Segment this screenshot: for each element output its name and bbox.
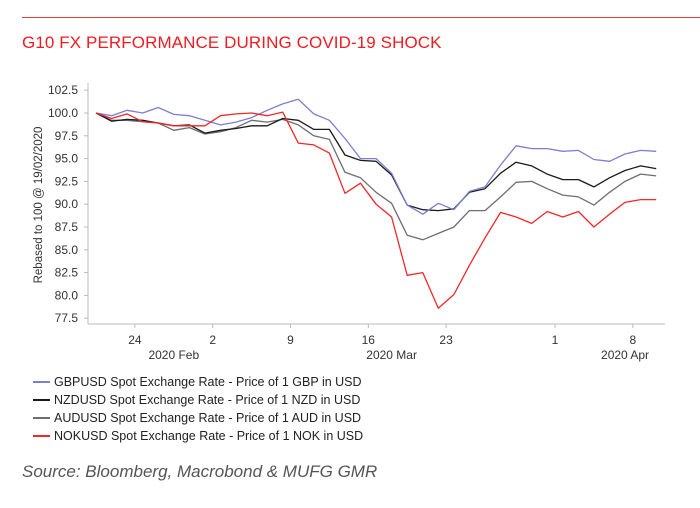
legend-swatch: [33, 435, 50, 437]
legend-swatch: [33, 417, 50, 419]
legend-item: GBPUSD Spot Exchange Rate - Price of 1 G…: [33, 373, 363, 391]
legend-label: NZDUSD Spot Exchange Rate - Price of 1 N…: [54, 393, 361, 407]
legend-label: AUDUSD Spot Exchange Rate - Price of 1 A…: [54, 411, 362, 425]
y-tick-label: 90.0: [55, 197, 79, 211]
x-tick-label: 16: [362, 333, 376, 347]
x-tick-label: 1: [552, 333, 559, 347]
series-line-nokusd: [95, 111, 657, 309]
legend-item: NZDUSD Spot Exchange Rate - Price of 1 N…: [33, 391, 363, 409]
legend-item: AUDUSD Spot Exchange Rate - Price of 1 A…: [33, 409, 363, 427]
y-tick-label: 97.5: [55, 129, 79, 143]
y-axis-label: Rebased to 100 @ 19/02/2020: [33, 127, 45, 284]
y-tick-label: 102.5: [48, 83, 78, 97]
legend: GBPUSD Spot Exchange Rate - Price of 1 G…: [33, 373, 363, 445]
x-tick-label: 8: [629, 333, 636, 347]
legend-swatch: [33, 399, 50, 401]
x-tick-label: 9: [287, 333, 294, 347]
series-line-audusd: [95, 112, 657, 241]
month-label: 2020 Apr: [601, 348, 649, 362]
source-note: Source: Bloomberg, Macrobond & MUFG GMR: [22, 462, 378, 481]
legend-label: NOKUSD Spot Exchange Rate - Price of 1 N…: [54, 429, 364, 443]
x-tick-label: 2: [209, 333, 216, 347]
y-tick-label: 92.5: [55, 174, 79, 188]
month-label: 2020 Feb: [148, 348, 199, 362]
x-tick-label: 23: [439, 333, 453, 347]
y-tick-label: 77.5: [55, 311, 79, 325]
y-tick-label: 80.0: [55, 288, 79, 302]
y-tick-label: 95.0: [55, 152, 79, 166]
y-tick-label: 82.5: [55, 266, 79, 280]
y-tick-label: 87.5: [55, 220, 79, 234]
month-label: 2020 Mar: [366, 348, 417, 362]
series-line-nzdusd: [95, 112, 657, 212]
legend-item: NOKUSD Spot Exchange Rate - Price of 1 N…: [33, 427, 363, 445]
series-line-gbpusd: [95, 98, 657, 215]
header-rule: [22, 17, 700, 18]
legend-swatch: [33, 381, 50, 383]
y-tick-label: 100.0: [48, 106, 78, 120]
y-tick-label: 85.0: [55, 243, 79, 257]
chart-title: G10 FX PERFORMANCE DURING COVID-19 SHOCK: [22, 33, 442, 52]
legend-label: GBPUSD Spot Exchange Rate - Price of 1 G…: [54, 375, 362, 389]
x-tick-label: 24: [128, 333, 142, 347]
